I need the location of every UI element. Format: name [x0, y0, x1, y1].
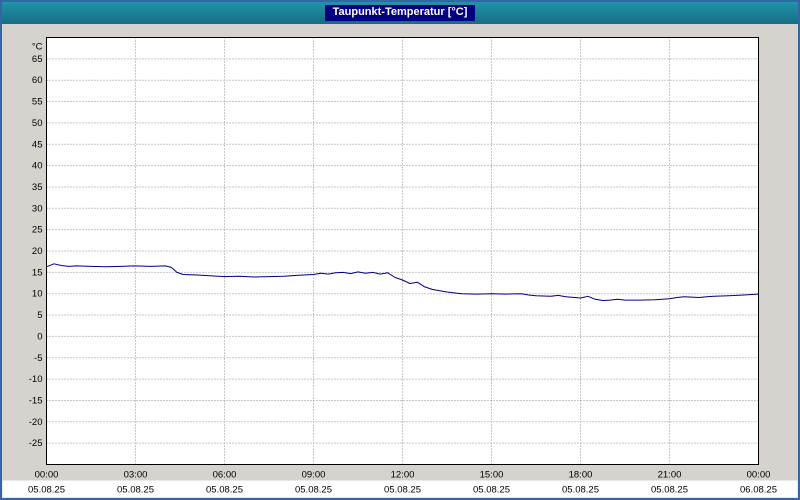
y-tick-label: 50 [32, 118, 43, 129]
y-tick-label: 65 [32, 54, 43, 65]
y-tick-label: 20 [32, 246, 43, 257]
y-tick-label: -20 [29, 417, 43, 428]
x-tick-label: 03:00 [124, 470, 148, 481]
y-tick-label: 30 [32, 203, 43, 214]
y-tick-label: 0 [37, 331, 42, 342]
y-tick-label: 40 [32, 161, 43, 172]
x-tick-label: 21:00 [658, 470, 682, 481]
date-label: 05.08.25 [295, 485, 332, 496]
x-tick-label: 09:00 [302, 470, 326, 481]
x-tick-label: 18:00 [569, 470, 593, 481]
y-tick-label: 35 [32, 182, 43, 193]
date-label: 05.08.25 [206, 485, 243, 496]
y-tick-label: -10 [29, 374, 43, 385]
x-tick-label: 15:00 [480, 470, 504, 481]
chart-plot: 65605550454035302520151050-5-10-15-20-25… [2, 37, 798, 498]
y-tick-label: -25 [29, 438, 43, 449]
x-tick-label: 06:00 [213, 470, 237, 481]
y-tick-label: 55 [32, 97, 43, 108]
y-tick-label: 45 [32, 139, 43, 150]
title-bar: Taupunkt-Temperatur [°C] [2, 2, 798, 24]
x-tick-label: 00:00 [35, 470, 59, 481]
date-label: 05.08.25 [473, 485, 510, 496]
y-tick-label: 25 [32, 225, 43, 236]
date-strip [2, 480, 798, 498]
date-label: 05.08.25 [117, 485, 154, 496]
x-tick-label: 00:00 [747, 470, 771, 481]
date-label: 05.08.25 [384, 485, 421, 496]
y-axis-unit-label: °C [32, 42, 43, 53]
y-tick-label: 15 [32, 267, 43, 278]
plot-border [46, 37, 759, 465]
chart-title: Taupunkt-Temperatur [°C] [324, 5, 476, 21]
date-label: 06.08.25 [740, 485, 777, 496]
y-tick-label: 10 [32, 289, 43, 300]
series-line [46, 263, 759, 301]
date-label: 05.08.25 [28, 485, 65, 496]
y-tick-label: -5 [34, 353, 42, 364]
date-label: 05.08.25 [562, 485, 599, 496]
date-label: 05.08.25 [651, 485, 688, 496]
x-tick-label: 12:00 [391, 470, 415, 481]
y-tick-label: 60 [32, 75, 43, 86]
y-tick-label: 5 [37, 310, 42, 321]
y-tick-label: -15 [29, 395, 43, 406]
